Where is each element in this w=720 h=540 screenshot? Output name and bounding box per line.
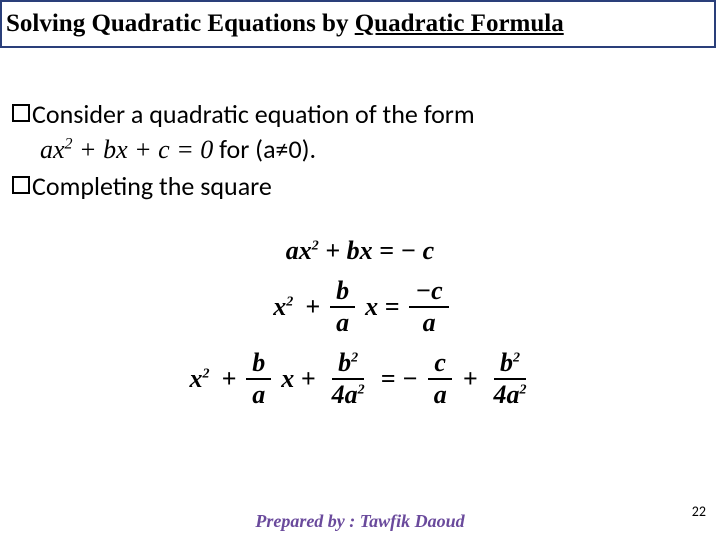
r3-frac2: b2 4a2 xyxy=(326,350,371,408)
eq-exp: 2 xyxy=(65,135,73,152)
r2-frac1: b a xyxy=(330,278,355,336)
formulas-block: ax2 + bx = − c x2 + b a x = −c a x2 + b … xyxy=(0,236,720,420)
r3-x2: x2 xyxy=(189,364,209,394)
r1-left: ax2 + bx = − c xyxy=(286,236,434,266)
eq-tail: for (a≠0). xyxy=(213,133,316,165)
title-prefix: Solving Quadratic Equations by xyxy=(6,10,355,37)
r3-frac4: b2 4a2 xyxy=(488,350,533,408)
title-underlined: Quadratic Formula xyxy=(355,10,564,37)
r3-eq: = − xyxy=(381,364,418,394)
equation-row-1: ax2 + bx = − c xyxy=(0,236,720,266)
bullet-1-text: Consider a quadratic equation of the for… xyxy=(32,98,475,131)
eq-rest: + bx + c = 0 xyxy=(73,135,214,164)
bullet-1: Consider a quadratic equation of the for… xyxy=(12,98,708,131)
body: Consider a quadratic equation of the for… xyxy=(12,98,708,205)
equation-row-3: x2 + b a x + b2 4a2 = − c a + b2 4a2 xyxy=(0,350,720,408)
bullet-2-text: Completing the square xyxy=(32,170,272,203)
title-box: Solving Quadratic Equations by Quadratic… xyxy=(0,0,716,48)
r2-mid: x = xyxy=(365,292,399,322)
r3-mid1: x + xyxy=(281,364,315,394)
page-number: 22 xyxy=(692,503,706,520)
footer-prepared-by: Prepared by : Tawfik Daoud xyxy=(0,511,720,532)
eq-ax: ax xyxy=(40,135,65,164)
title-text: Solving Quadratic Equations by Quadratic… xyxy=(6,10,564,38)
bullet-2: Completing the square xyxy=(12,170,708,203)
r3-frac1: b a xyxy=(246,350,271,408)
bullet-1-equation: ax2 + bx + c = 0 for (a≠0). xyxy=(40,133,708,167)
bullet-square-icon xyxy=(12,104,30,122)
r3-plus2: + xyxy=(463,364,478,394)
r2-plus: + xyxy=(305,292,320,322)
r2-frac2: −c a xyxy=(409,278,448,336)
r3-frac3: c a xyxy=(428,350,453,408)
equation-row-2: x2 + b a x = −c a xyxy=(0,278,720,336)
r3-plus1: + xyxy=(221,364,236,394)
r2-x2: x2 xyxy=(273,292,293,322)
bullet-square-icon xyxy=(12,176,30,194)
